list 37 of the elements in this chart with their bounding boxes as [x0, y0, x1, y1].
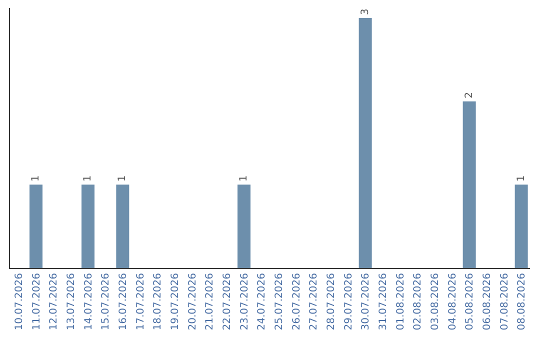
x-tick-label: 16.07.2026: [118, 273, 129, 330]
x-tick-label: 01.08.2026: [395, 273, 406, 330]
data-label: 1: [82, 175, 94, 182]
x-tick-label: 03.08.2026: [430, 273, 441, 330]
x-tick-label: 07.08.2026: [499, 273, 510, 330]
data-label: 1: [238, 175, 250, 182]
x-tick-label: 05.08.2026: [464, 273, 476, 330]
x-tick-label: 21.07.2026: [204, 273, 216, 330]
x-tick-label: 10.07.2026: [14, 273, 25, 330]
x-tick-label: 11.07.2026: [31, 273, 42, 330]
x-tick-label: 31.07.2026: [378, 273, 389, 330]
data-label: 1: [117, 175, 128, 182]
x-tick-label: 06.08.2026: [482, 273, 493, 330]
x-tick-label: 28.07.2026: [326, 273, 337, 330]
data-label: 1: [516, 175, 527, 182]
x-tick-label: 18.07.2026: [152, 273, 164, 330]
x-tick-label: 04.08.2026: [447, 273, 458, 330]
x-tick-label: 26.07.2026: [291, 273, 302, 330]
x-tick-label: 22.07.2026: [222, 273, 233, 330]
x-tick-label: 12.07.2026: [48, 273, 60, 330]
x-tick-label: 13.07.2026: [66, 273, 77, 330]
x-tick-label: 02.08.2026: [412, 273, 424, 330]
x-tick-label: 08.08.2026: [516, 273, 528, 330]
x-tick-label: 19.07.2026: [170, 273, 181, 330]
data-label: 3: [360, 8, 371, 15]
x-tick-label: 29.07.2026: [343, 273, 354, 330]
x-tick-label: 15.07.2026: [100, 273, 112, 330]
x-tick-label: 23.07.2026: [239, 273, 250, 330]
x-tick-label: 17.07.2026: [135, 273, 146, 330]
x-tick-label: 20.07.2026: [187, 273, 198, 330]
x-tick-label: 27.07.2026: [308, 273, 320, 330]
data-label: 1: [30, 175, 42, 182]
x-tick-label: 30.07.2026: [360, 273, 372, 330]
data-label: 2: [464, 92, 475, 98]
x-tick-label: 25.07.2026: [274, 273, 285, 330]
x-tick-label: 14.07.2026: [83, 273, 94, 330]
x-tick-label: 24.07.2026: [256, 273, 268, 330]
